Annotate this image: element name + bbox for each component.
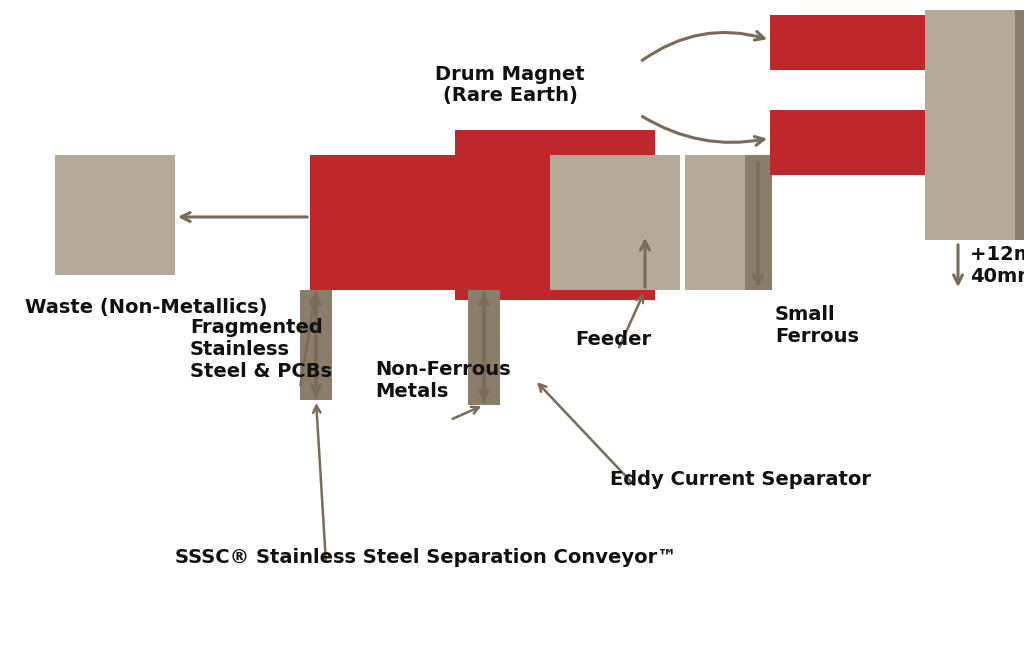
Bar: [550, 155, 680, 290]
Bar: [925, 10, 1015, 240]
Text: Feeder: Feeder: [575, 330, 651, 349]
Text: Non-Ferrous
Metals: Non-Ferrous Metals: [375, 360, 511, 401]
Bar: [310, 155, 465, 290]
Bar: [770, 15, 925, 70]
Text: Waste (Non-Metallics): Waste (Non-Metallics): [25, 298, 267, 317]
Bar: [55, 155, 175, 275]
Bar: [1015, 10, 1024, 240]
Bar: [745, 155, 772, 290]
Text: Drum Magnet
(Rare Earth): Drum Magnet (Rare Earth): [435, 65, 585, 106]
Bar: [770, 110, 925, 175]
Text: +12mm -
40mm: +12mm - 40mm: [970, 244, 1024, 286]
Bar: [300, 290, 332, 400]
Bar: [455, 130, 655, 300]
Text: Eddy Current Separator: Eddy Current Separator: [610, 470, 871, 489]
Bar: [468, 290, 500, 405]
Bar: [685, 155, 745, 290]
Text: Fragmented
Stainless
Steel & PCBs: Fragmented Stainless Steel & PCBs: [190, 318, 332, 381]
Text: SSSC® Stainless Steel Separation Conveyor™: SSSC® Stainless Steel Separation Conveyo…: [175, 548, 677, 567]
Text: Small
Ferrous: Small Ferrous: [775, 305, 859, 346]
